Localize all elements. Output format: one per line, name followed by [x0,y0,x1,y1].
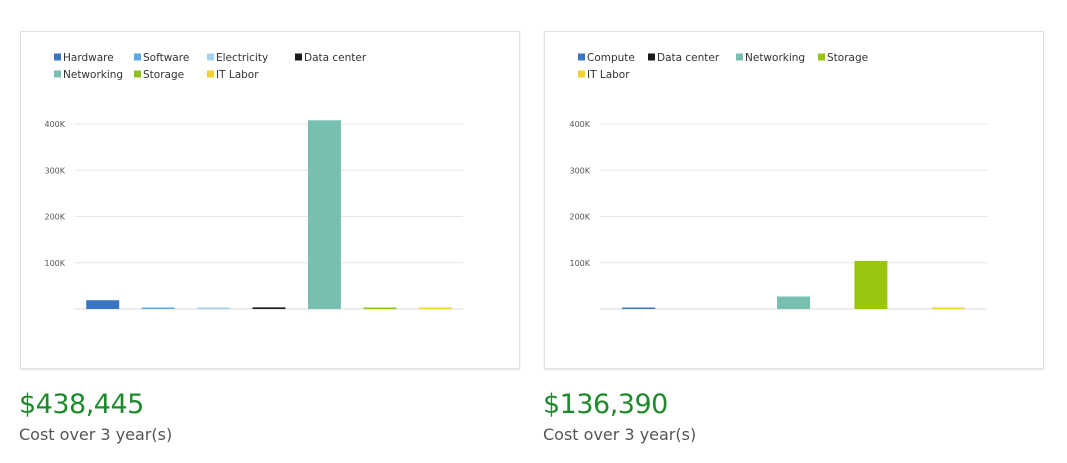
legend-label-networking: Networking [745,52,805,64]
legend-swatch-data-center [648,53,655,61]
legend-label-hardware: Hardware [63,52,114,64]
legend-label-data-center: Data center [304,52,367,64]
legend-swatch-storage [134,70,141,78]
legend-label-it-labor: IT Labor [216,69,259,81]
legend-swatch-it-labor [207,70,214,78]
y-tick-label: 200K [44,213,65,222]
chart-panel-right: 100K 200K 300K 400K Compute Data center Networ… [544,31,1044,369]
chart-right: 100K 200K 300K 400K Compute Data center Networ… [569,52,987,310]
bar-software [141,307,175,309]
chart-left: 100K 200K 300K 400K Hardware Software Electric… [44,52,463,310]
chart-panel-left: 100K 200K 300K 400K Hardware Software Electric… [20,31,520,369]
bar-it-labor [931,307,965,309]
y-tick-label: 200K [569,213,590,222]
legend-label-storage: Storage [827,52,868,64]
bar-networking [777,296,810,309]
bar-electricity [197,307,231,309]
bar-networking [307,120,341,309]
bar-hardware [86,300,120,309]
legend-swatch-hardware [54,53,61,61]
y-tick-label: 100K [44,259,65,268]
legend-swatch-electricity [207,53,214,61]
summary-right: $136,390 Cost over 3 year(s) [543,388,696,445]
bar-compute [622,307,656,309]
legend-swatch-networking [736,53,743,61]
legend-swatch-it-labor [578,70,585,78]
summary-left: $438,445 Cost over 3 year(s) [19,388,172,445]
y-tick-label: 300K [44,166,65,175]
legend-label-data-center: Data center [657,52,720,64]
bar-storage [363,307,397,309]
bar-it-labor [418,307,452,309]
legend-label-it-labor: IT Labor [587,69,630,81]
legend-label-storage: Storage [143,69,184,81]
legend-label-software: Software [143,52,189,64]
legend-label-compute: Compute [587,52,635,64]
legend-label-networking: Networking [63,69,123,81]
y-tick-label: 400K [569,120,590,129]
total-cost: $438,445 [19,389,144,420]
y-tick-label: 300K [569,166,590,175]
bar-data-center [252,307,286,309]
y-tick-label: 400K [44,120,65,129]
legend-swatch-compute [578,53,585,61]
legend-swatch-data-center [295,53,302,61]
legend-swatch-networking [54,70,61,78]
legend-swatch-software [134,53,141,61]
bar-storage [854,260,888,309]
legend-swatch-storage [818,53,825,61]
y-tick-label: 100K [569,259,590,268]
legend-label-electricity: Electricity [216,52,268,64]
cost-caption: Cost over 3 year(s) [19,425,173,444]
cost-caption: Cost over 3 year(s) [543,425,697,444]
total-cost: $136,390 [543,389,668,420]
